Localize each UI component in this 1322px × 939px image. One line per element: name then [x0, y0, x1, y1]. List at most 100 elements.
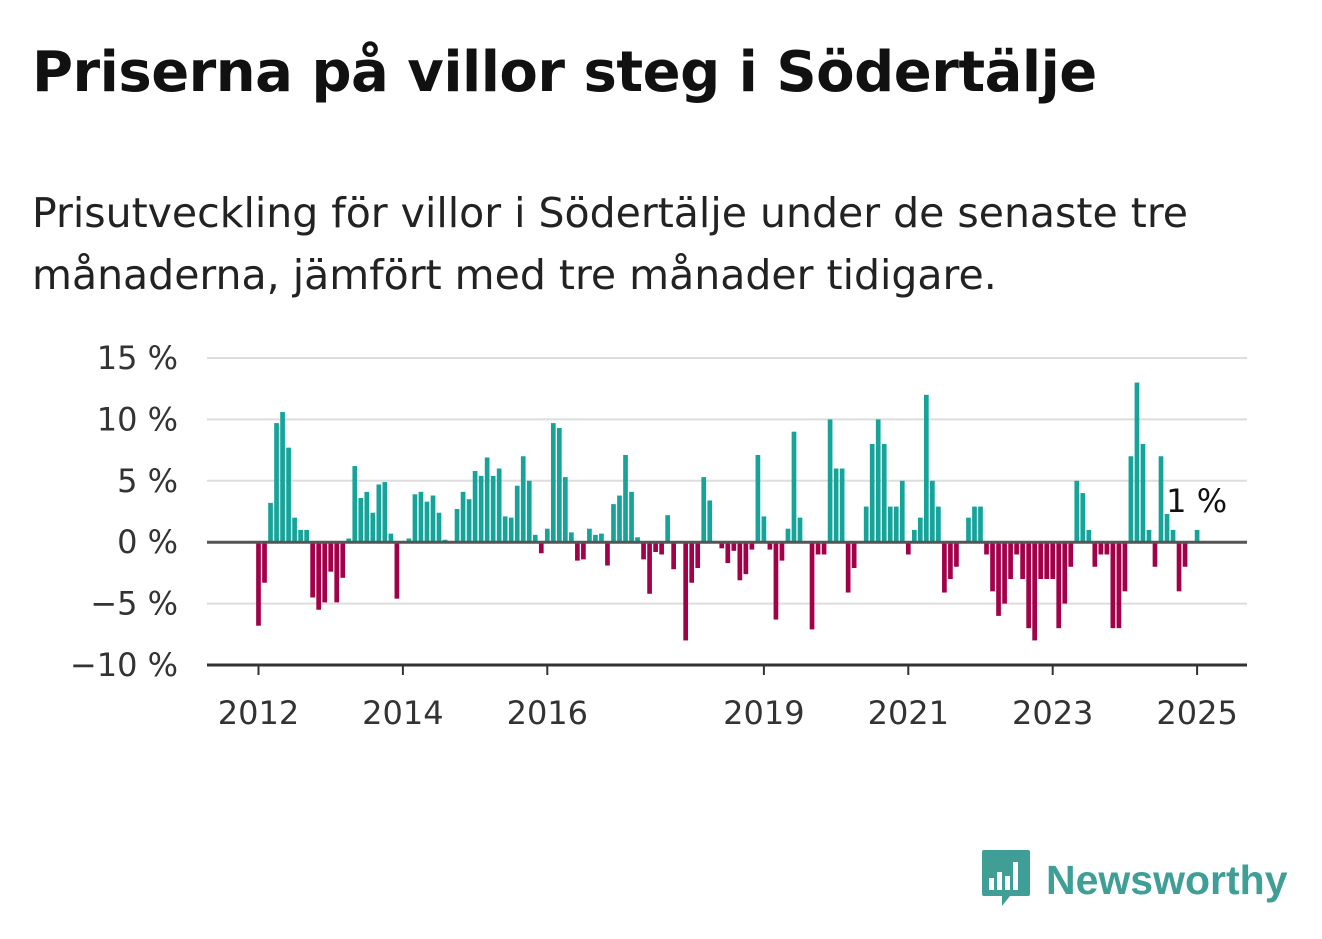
- bar: [905, 542, 911, 555]
- bar: [508, 517, 514, 543]
- x-tick-label: 2021: [868, 694, 949, 732]
- bar: [1098, 542, 1104, 555]
- bar: [665, 515, 670, 543]
- bar: [899, 480, 905, 543]
- bar: [821, 542, 827, 555]
- bar: [978, 506, 983, 543]
- bar: [424, 501, 430, 543]
- bar: [520, 456, 526, 543]
- bar: [827, 419, 833, 543]
- bar: [472, 470, 478, 543]
- bar: [623, 455, 628, 543]
- bar: [394, 542, 400, 599]
- bar: [942, 542, 947, 593]
- gridlines: [207, 357, 1247, 605]
- bar: [875, 419, 881, 543]
- bar: [1104, 542, 1110, 555]
- y-tick-label: 10 %: [97, 400, 178, 438]
- bar: [773, 542, 779, 620]
- bar: [563, 477, 568, 543]
- bar: [550, 423, 556, 543]
- bar: [936, 506, 941, 543]
- newsworthy-brand: Newsworthy: [980, 848, 1288, 912]
- bar: [538, 542, 544, 554]
- bar: [358, 497, 364, 543]
- bar: [376, 484, 382, 543]
- bar: [1044, 542, 1050, 580]
- bar: [863, 506, 869, 543]
- bar: [587, 528, 592, 543]
- bar: [1164, 513, 1170, 543]
- bar: [1008, 542, 1013, 580]
- bar: [406, 538, 412, 543]
- newsworthy-wordmark: Newsworthy: [1046, 856, 1288, 903]
- bar: [346, 538, 352, 543]
- bar: [1056, 542, 1062, 629]
- bar: [352, 466, 358, 543]
- bar: [1110, 542, 1116, 629]
- bar-series: [256, 382, 1200, 641]
- bar: [1194, 529, 1200, 543]
- x-tick-label: 2025: [1156, 694, 1237, 732]
- bar: [304, 529, 309, 543]
- bar: [274, 423, 279, 543]
- bar: [1080, 493, 1086, 543]
- bar: [845, 542, 851, 593]
- bar: [996, 542, 1001, 616]
- bar: [743, 542, 749, 575]
- bar: [484, 457, 490, 543]
- bar: [418, 491, 424, 543]
- bar: [1176, 542, 1182, 592]
- bar: [605, 542, 610, 566]
- bar: [412, 494, 418, 543]
- bar: [954, 542, 959, 567]
- bar: [575, 542, 580, 561]
- bar: [581, 542, 586, 560]
- bar: [924, 394, 929, 543]
- x-tick-label: 2023: [1012, 694, 1093, 732]
- bar: [286, 447, 291, 543]
- bar: [881, 443, 887, 543]
- bar: [671, 542, 676, 570]
- bar: [755, 455, 761, 543]
- bar: [629, 491, 634, 543]
- bar: [1116, 542, 1122, 629]
- bar: [280, 412, 285, 543]
- bar: [328, 542, 334, 572]
- bar: [1074, 480, 1080, 543]
- y-tick-label: −10 %: [70, 646, 178, 684]
- bar: [701, 477, 707, 543]
- x-tick-label: 2014: [362, 694, 443, 732]
- bar: [617, 495, 622, 543]
- bar: [966, 517, 971, 543]
- bar: [316, 542, 322, 610]
- bar: [1146, 529, 1152, 543]
- bar: [851, 542, 857, 568]
- bar: [496, 468, 502, 543]
- y-tick-label: 0 %: [117, 523, 178, 561]
- bar: [683, 542, 689, 641]
- bar: [641, 542, 646, 560]
- bar: [1158, 456, 1164, 543]
- bar: [593, 534, 598, 543]
- bar: [466, 499, 472, 543]
- bar: [340, 542, 346, 578]
- bar: [1068, 542, 1074, 567]
- bar: [833, 468, 839, 543]
- bar: [364, 491, 370, 543]
- newsworthy-logo-icon: [980, 848, 1032, 912]
- bar: [460, 491, 466, 543]
- bar: [544, 528, 550, 543]
- bar: [298, 529, 303, 543]
- bar: [556, 428, 562, 543]
- bar: [984, 542, 989, 555]
- bar: [948, 542, 953, 580]
- bar: [791, 431, 797, 543]
- bar: [454, 509, 460, 543]
- bar: [990, 542, 995, 592]
- bar: [1062, 542, 1068, 604]
- bar: [719, 542, 725, 549]
- bar: [1128, 456, 1134, 543]
- axes: [207, 540, 1247, 675]
- bar: [388, 533, 394, 543]
